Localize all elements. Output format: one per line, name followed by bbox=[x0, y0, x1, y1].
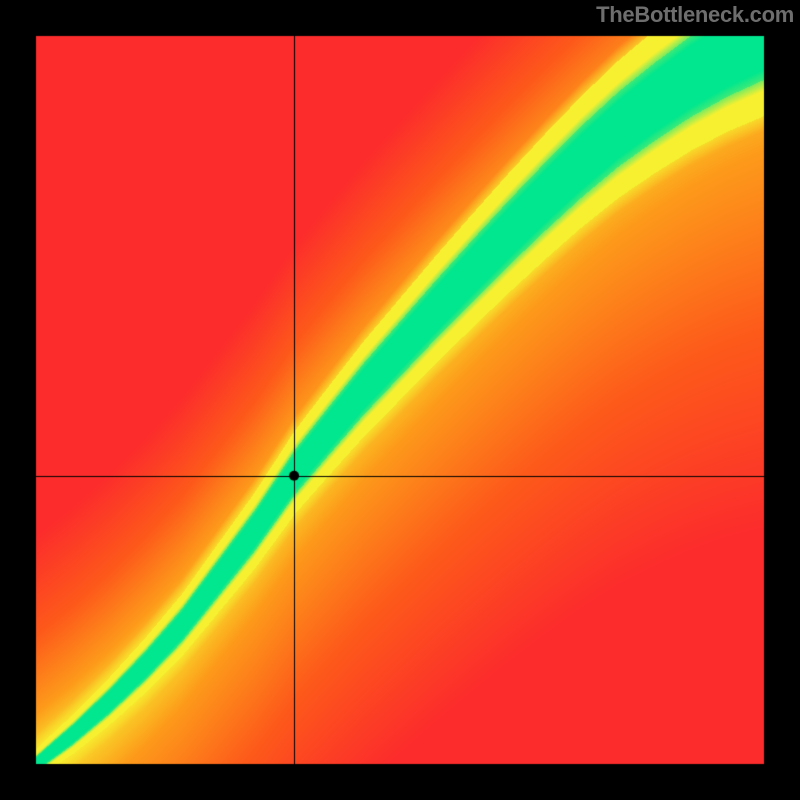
chart-container: TheBottleneck.com bbox=[0, 0, 800, 800]
heatmap-canvas bbox=[0, 0, 800, 800]
watermark-text: TheBottleneck.com bbox=[596, 0, 800, 28]
